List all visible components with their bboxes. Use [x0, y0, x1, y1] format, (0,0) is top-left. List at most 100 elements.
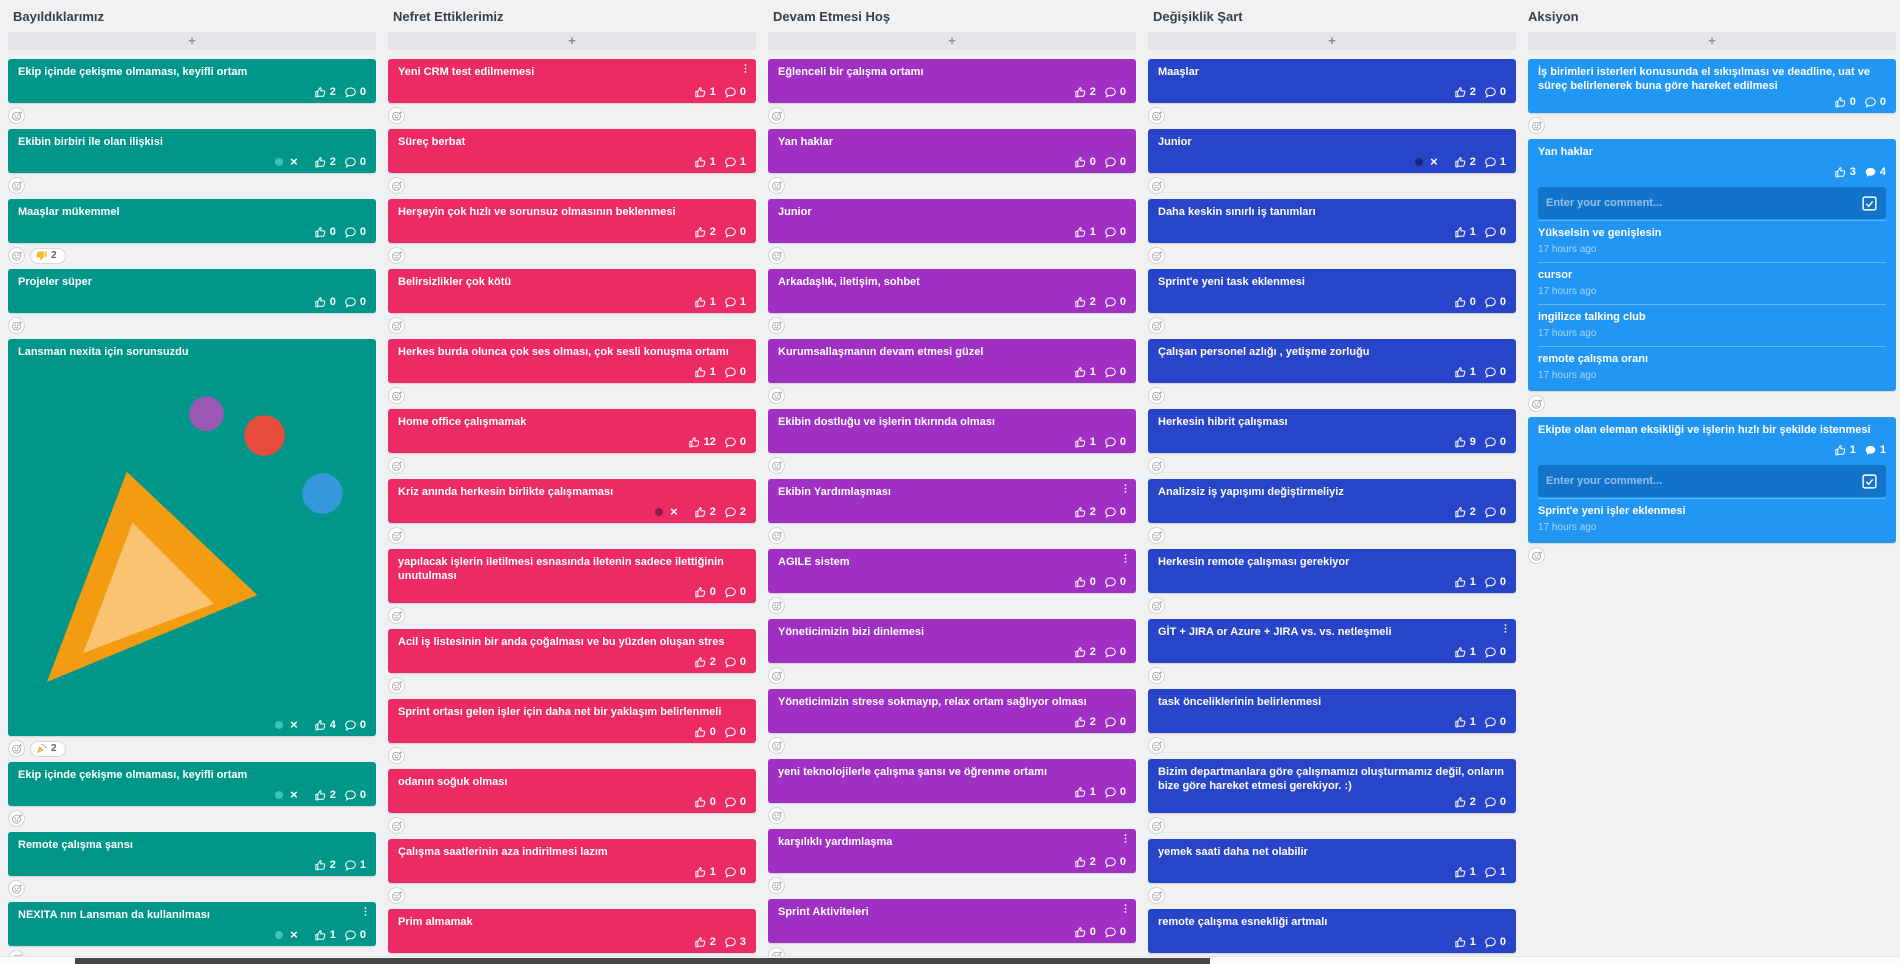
add-reaction-button[interactable]: [768, 667, 785, 684]
like-button[interactable]: 2: [1454, 506, 1476, 519]
add-card-button[interactable]: +: [1148, 32, 1516, 50]
like-button[interactable]: 9: [1454, 436, 1476, 449]
comment-button[interactable]: 0: [1484, 796, 1506, 809]
card[interactable]: NEXITA nın Lansman da kullanılması × 1 0: [8, 902, 376, 946]
comment-input[interactable]: [1544, 474, 1853, 488]
card[interactable]: Projeler süper 0 0: [8, 269, 376, 313]
comment-button[interactable]: 0: [1104, 156, 1126, 169]
card[interactable]: Home office çalışmamak 12 0: [388, 409, 756, 453]
add-reaction-button[interactable]: [1148, 667, 1165, 684]
card[interactable]: AGILE sistem 0 0: [768, 549, 1136, 593]
card[interactable]: Maaşlar mükemmel 0 0: [8, 199, 376, 243]
like-button[interactable]: 4: [314, 719, 336, 732]
comment-button[interactable]: 0: [1104, 86, 1126, 99]
card[interactable]: Herkesin hibrit çalışması 9 0: [1148, 409, 1516, 453]
like-button[interactable]: 2: [694, 226, 716, 239]
comment-button[interactable]: 0: [344, 86, 366, 99]
card[interactable]: Kriz anında herkesin birlikte çalışmamas…: [388, 479, 756, 523]
add-reaction-button[interactable]: [768, 387, 785, 404]
card[interactable]: Çalışan personel azlığı , yetişme zorluğ…: [1148, 339, 1516, 383]
comment-button[interactable]: 0: [1864, 96, 1886, 109]
card[interactable]: Sprint'e yeni task eklenmesi 0 0: [1148, 269, 1516, 313]
comment-button[interactable]: 0: [724, 796, 746, 809]
card[interactable]: task önceliklerinin belirlenmesi 1 0: [1148, 689, 1516, 733]
like-button[interactable]: 2: [694, 656, 716, 669]
like-button[interactable]: 2: [694, 506, 716, 519]
card[interactable]: Süreç berbat 1 1: [388, 129, 756, 173]
card[interactable]: Herkesin remote çalışması gerekiyor 1 0: [1148, 549, 1516, 593]
add-reaction-button[interactable]: [768, 177, 785, 194]
like-button[interactable]: 2: [1074, 646, 1096, 659]
like-button[interactable]: 1: [1074, 366, 1096, 379]
comment-button[interactable]: 0: [1104, 786, 1126, 799]
close-icon[interactable]: ×: [290, 154, 298, 169]
card[interactable]: karşılıklı yardımlaşma 2 0: [768, 829, 1136, 873]
add-reaction-button[interactable]: [1148, 177, 1165, 194]
card[interactable]: Yan haklar 0 0: [768, 129, 1136, 173]
reaction-badge[interactable]: 2: [30, 247, 66, 264]
comment-button[interactable]: 0: [1104, 576, 1126, 589]
add-reaction-button[interactable]: [8, 810, 25, 827]
comment-button[interactable]: 0: [344, 719, 366, 732]
card[interactable]: Belirsizlikler çok kötü 1 1: [388, 269, 756, 313]
card[interactable]: Analizsiz iş yapışımı değiştirmeliyiz 2 0: [1148, 479, 1516, 523]
reaction-badge[interactable]: 2: [30, 740, 66, 757]
like-button[interactable]: 2: [314, 86, 336, 99]
add-reaction-button[interactable]: [388, 247, 405, 264]
card[interactable]: Sprint Aktiviteleri 0 0: [768, 899, 1136, 943]
comment-button[interactable]: 0: [724, 226, 746, 239]
like-button[interactable]: 1: [1834, 444, 1856, 457]
submit-comment-button[interactable]: [1859, 471, 1880, 492]
like-button[interactable]: 2: [1454, 156, 1476, 169]
comment-button[interactable]: 0: [1104, 436, 1126, 449]
like-button[interactable]: 0: [314, 226, 336, 239]
add-reaction-button[interactable]: [388, 677, 405, 694]
add-reaction-button[interactable]: [768, 947, 785, 956]
comment-button[interactable]: 0: [1484, 506, 1506, 519]
like-button[interactable]: 12: [688, 436, 716, 449]
like-button[interactable]: 1: [1454, 226, 1476, 239]
comment-button[interactable]: 0: [1484, 716, 1506, 729]
add-card-button[interactable]: +: [768, 32, 1136, 50]
close-icon[interactable]: ×: [1430, 154, 1438, 169]
add-reaction-button[interactable]: [1148, 107, 1165, 124]
add-reaction-button[interactable]: [1148, 317, 1165, 334]
comment-button[interactable]: 1: [1484, 156, 1506, 169]
card[interactable]: Ekibin birbiri ile olan ilişkisi × 2 0: [8, 129, 376, 173]
card[interactable]: Ekip içinde çekişme olmaması, keyifli or…: [8, 59, 376, 103]
add-reaction-button[interactable]: [1148, 597, 1165, 614]
card[interactable]: Junior 1 0: [768, 199, 1136, 243]
like-button[interactable]: 0: [694, 586, 716, 599]
add-reaction-button[interactable]: [388, 107, 405, 124]
add-reaction-button[interactable]: [1148, 387, 1165, 404]
like-button[interactable]: 0: [694, 796, 716, 809]
close-icon[interactable]: ×: [290, 717, 298, 732]
like-button[interactable]: 2: [1074, 86, 1096, 99]
card[interactable]: Ekibin dostluğu ve işlerin tıkırında olm…: [768, 409, 1136, 453]
add-reaction-button[interactable]: [768, 107, 785, 124]
card-menu-button[interactable]: [1120, 553, 1131, 564]
comment-button[interactable]: 0: [1484, 86, 1506, 99]
add-reaction-button[interactable]: [388, 387, 405, 404]
add-reaction-button[interactable]: [388, 317, 405, 334]
card[interactable]: Yöneticimizin bizi dinlemesi 2 0: [768, 619, 1136, 663]
comment-button[interactable]: 1: [724, 296, 746, 309]
comment-button[interactable]: 0: [1484, 576, 1506, 589]
like-button[interactable]: 1: [1074, 436, 1096, 449]
card[interactable]: Ekip içinde çekişme olmaması, keyifli or…: [8, 762, 376, 806]
horizontal-scrollbar[interactable]: [0, 956, 1900, 964]
card[interactable]: Junior × 2 1: [1148, 129, 1516, 173]
like-button[interactable]: 2: [314, 156, 336, 169]
comment-button[interactable]: 0: [344, 789, 366, 802]
comment-button[interactable]: 1: [344, 859, 366, 872]
like-button[interactable]: 1: [1454, 576, 1476, 589]
comment-button[interactable]: 0: [1484, 366, 1506, 379]
add-reaction-button[interactable]: [1528, 547, 1545, 564]
add-card-button[interactable]: +: [8, 32, 376, 50]
like-button[interactable]: 3: [1834, 166, 1856, 179]
add-reaction-button[interactable]: [388, 527, 405, 544]
card[interactable]: İş birimleri isterleri konusunda el sıkı…: [1528, 59, 1896, 113]
add-reaction-button[interactable]: [8, 107, 25, 124]
like-button[interactable]: 1: [314, 929, 336, 942]
